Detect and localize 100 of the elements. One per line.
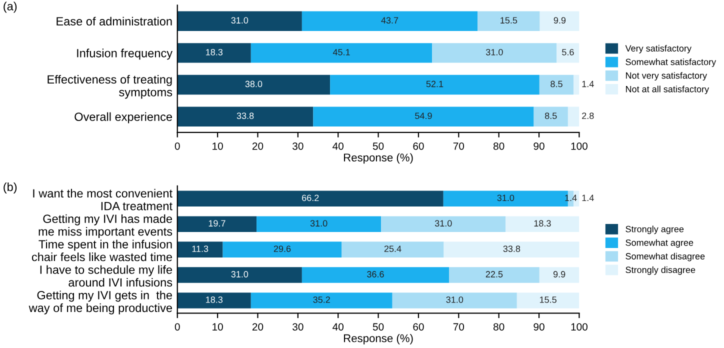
- data-label: 1.4: [582, 194, 594, 201]
- data-label: 31.0: [497, 194, 514, 202]
- x-tick-label: 30: [292, 323, 304, 331]
- legend-label: Somewhat satisfactory: [626, 58, 716, 67]
- x-tick-label: 90: [534, 142, 544, 150]
- bar: [392, 292, 517, 308]
- data-label: 9.9: [553, 271, 566, 278]
- x-tick-label: 80: [493, 142, 504, 150]
- data-label: 18.3: [206, 296, 223, 303]
- data-label: 2.8: [582, 112, 594, 119]
- bar: [534, 106, 568, 126]
- y-tick-label: Effectiveness of treating symptoms: [48, 74, 172, 99]
- x-tick-label: 20: [252, 142, 264, 150]
- y-tick-label: I have to schedule my life around IVI infusions: [40, 265, 172, 287]
- x-tick-label: 40: [332, 323, 344, 331]
- bar: [177, 74, 330, 95]
- x-tick-label: 0: [174, 142, 180, 150]
- data-label: 36.6: [367, 271, 384, 278]
- bar: [302, 11, 478, 31]
- x-tick-label: 60: [413, 323, 424, 331]
- bar: [250, 43, 432, 63]
- bar: [256, 216, 382, 232]
- bar: [177, 216, 257, 232]
- x-tick-label: 20: [252, 323, 264, 331]
- x-tick-label: 70: [453, 142, 464, 150]
- data-label: 52.1: [426, 80, 444, 88]
- legend-label: Somewhat disagree: [626, 252, 705, 262]
- bar: [330, 74, 540, 95]
- y-tick-label: Ease of administration: [56, 16, 172, 26]
- data-label: 33.8: [503, 246, 520, 252]
- data-label: 25.4: [384, 246, 402, 252]
- data-label: 66.2: [302, 194, 319, 202]
- text: (a): [4, 2, 17, 13]
- data-label: 31.0: [310, 220, 328, 227]
- bar: [177, 11, 302, 31]
- bar: [302, 267, 450, 283]
- x-tick-label: 100: [571, 323, 588, 331]
- data-label: 11.3: [192, 246, 208, 252]
- bar: [250, 292, 392, 308]
- y-tick-label: Getting my IVI has made me miss important events: [38, 214, 172, 238]
- x-axis-title: Response (%): [344, 334, 413, 344]
- bar: [516, 292, 580, 308]
- x-tick-label: 10: [212, 142, 223, 150]
- bar: [568, 106, 580, 126]
- y-tick-label: Infusion frequency: [77, 48, 173, 60]
- data-label: 54.9: [415, 112, 432, 119]
- bar: [432, 43, 557, 63]
- data-label: 38.0: [245, 80, 262, 88]
- bar: [177, 190, 444, 207]
- data-label: 19.7: [208, 220, 226, 227]
- y-tick-label: I want the most convenient IDA treatment: [33, 188, 172, 210]
- bar: [313, 106, 534, 126]
- bar: [381, 216, 506, 232]
- bar: [556, 43, 580, 63]
- x-tick-label: 50: [372, 323, 384, 331]
- x-tick-label: 90: [534, 323, 544, 331]
- data-label: 15.5: [500, 17, 518, 24]
- bar: [177, 267, 302, 283]
- data-label: 8.5: [550, 80, 562, 88]
- data-label: 1.4: [582, 80, 594, 88]
- x-tick-label: 60: [413, 142, 424, 150]
- data-label: 35.2: [313, 296, 330, 303]
- legend-label: Not very satisfactory: [626, 72, 708, 81]
- data-label: 31.0: [486, 48, 503, 56]
- bar: [177, 242, 223, 258]
- bar: [506, 216, 580, 232]
- data-label: 31.0: [434, 220, 452, 227]
- bar: [177, 292, 251, 308]
- data-label: 31.0: [231, 17, 248, 24]
- bar: [539, 74, 574, 95]
- bar: [540, 11, 580, 31]
- x-tick-label: 100: [571, 142, 588, 150]
- text: (b): [4, 182, 17, 194]
- bar: [342, 242, 444, 258]
- data-label: 22.5: [486, 271, 503, 278]
- data-label: 5.6: [562, 48, 574, 56]
- bar: [177, 43, 251, 63]
- data-label: 31.0: [446, 296, 464, 303]
- text: Strongly agree: [626, 226, 684, 234]
- data-label: 15.5: [540, 296, 556, 303]
- bar: [478, 11, 540, 31]
- x-tick-label: 50: [372, 142, 384, 150]
- bar: [444, 242, 580, 258]
- data-label: 8.5: [544, 112, 557, 119]
- y-tick-label: Time spent in the infusion chair feels like wasted time: [32, 240, 172, 262]
- bar: [539, 267, 580, 283]
- x-tick-label: 40: [332, 142, 344, 150]
- data-label: 18.3: [534, 220, 551, 227]
- x-tick-label: 10: [212, 323, 223, 331]
- data-label: 31.0: [231, 271, 248, 278]
- data-label: 45.1: [332, 49, 350, 56]
- x-axis-title: Response (%): [344, 153, 413, 164]
- legend-label: Not at all satisfactory: [626, 86, 710, 94]
- data-label: 18.3: [206, 48, 223, 56]
- legend-label: Very satisfactory: [625, 44, 692, 54]
- data-label: 29.6: [274, 246, 291, 252]
- x-tick-label: 80: [493, 323, 504, 331]
- y-tick-label: Getting my IVI gets in the way of me being productive: [28, 290, 172, 314]
- text: Somewhat agree: [626, 239, 694, 248]
- data-label: 43.7: [381, 17, 398, 24]
